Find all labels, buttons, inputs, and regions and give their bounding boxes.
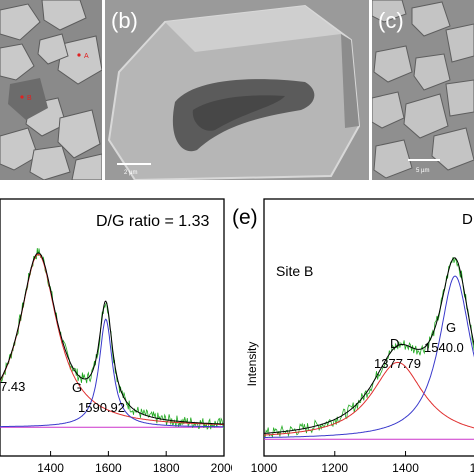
- plot-e-d-peak: [263, 361, 474, 436]
- plot-e-xtick-label: 16: [470, 461, 474, 474]
- plot-e-d-label: D: [390, 336, 399, 351]
- sem-image-b: (b) 2 µm: [105, 0, 369, 180]
- marker-a-dot: [77, 53, 81, 57]
- marker-b-dot: [20, 95, 24, 99]
- plot-e-g-position: 1540.0: [424, 340, 464, 355]
- plot-d-xtick-label: 2000: [211, 461, 232, 474]
- raman-plot-d: 1400 1600 1800 2000 D/G ratio = 1.33 G 1590…: [0, 184, 232, 474]
- plot-e-label: (e): [232, 206, 258, 229]
- plot-d-g-peak: [0, 318, 224, 428]
- plot-e-frame: [263, 198, 474, 457]
- plot-d-d-peak: [0, 253, 224, 426]
- marker-a-label: A: [84, 53, 89, 60]
- plot-d-d-position: 7.43: [0, 379, 25, 394]
- plot-d-xtick-label: 1400: [37, 461, 64, 474]
- plot-e-xtick-label: 1200: [321, 461, 348, 474]
- plot-d-g-position: 1590.92: [78, 400, 125, 415]
- plot-e-xtick-label: 1000: [251, 461, 278, 474]
- plot-e-xtick-label: 1400: [392, 461, 419, 474]
- plot-e-g-peak: [264, 275, 474, 438]
- marker-b-label: B: [27, 95, 32, 102]
- sem-image-a: A B: [0, 0, 102, 180]
- plot-e-d-position: 1377.79: [374, 356, 421, 371]
- plot-e-fit: [263, 257, 474, 434]
- panel-c-label: (c): [378, 8, 404, 33]
- plot-e-g-label: G: [446, 320, 456, 335]
- raman-plot-e: (e) Site B Intensity D 10001200140016 D …: [232, 184, 474, 474]
- plot-d-xtick-label: 1800: [153, 461, 180, 474]
- plot-e-site: Site B: [276, 263, 313, 279]
- plot-d-fit: [0, 252, 224, 425]
- plot-d-xtick-label: 1600: [95, 461, 122, 474]
- plot-d-g-label: G: [72, 380, 82, 395]
- sem-image-c: (c) 5 µm: [372, 0, 474, 180]
- plot-d-annotation: D/G ratio = 1.33: [96, 213, 209, 230]
- plot-e-ylabel: Intensity: [245, 342, 259, 387]
- scale-label-b: 2 µm: [124, 170, 137, 176]
- plot-d-frame: [0, 198, 225, 457]
- plot-e-corner-letter: D: [462, 211, 473, 228]
- panel-b-label: (b): [111, 8, 138, 33]
- scale-label-c: 5 µm: [416, 168, 429, 174]
